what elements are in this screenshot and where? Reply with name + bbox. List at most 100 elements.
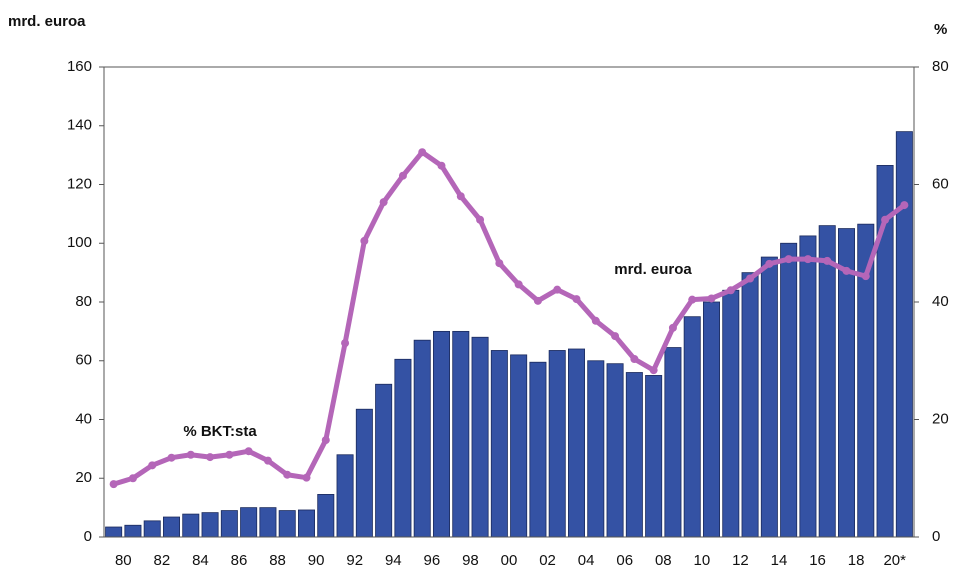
line-point (186, 450, 195, 459)
y2-axis-title: % (934, 21, 947, 38)
bar (355, 408, 373, 538)
bar (336, 454, 354, 538)
x-tick-label: 80 (115, 552, 132, 569)
y-tick-label: 40 (75, 410, 92, 427)
line-point (881, 215, 890, 224)
x-tick-label: 82 (154, 552, 171, 569)
x-tick-label: 96 (424, 552, 441, 569)
bar (452, 330, 470, 538)
line-point (321, 436, 330, 445)
line-point (341, 339, 350, 348)
line-point (225, 450, 234, 459)
line-point (283, 470, 292, 479)
line-point (418, 148, 427, 157)
x-tick-label: 12 (732, 552, 749, 569)
y-tick-label: 0 (84, 528, 92, 545)
y2-tick-label: 80 (932, 58, 949, 75)
x-tick-label: 84 (192, 552, 209, 569)
x-tick-label: 08 (655, 552, 672, 569)
x-tick-label: 18 (848, 552, 865, 569)
line-point (803, 255, 812, 264)
line-point (398, 171, 407, 180)
line-point (572, 295, 581, 304)
x-tick-label: 02 (539, 552, 556, 569)
line-point (360, 236, 369, 245)
line-point (302, 473, 311, 482)
bar (818, 225, 836, 538)
bar (317, 494, 335, 538)
y2-tick-label: 40 (932, 293, 949, 310)
line-point (746, 274, 755, 283)
bar (105, 526, 123, 538)
bar (587, 360, 605, 538)
line-point (553, 285, 562, 294)
line-point (109, 480, 118, 489)
bar (722, 289, 740, 538)
bar (201, 512, 219, 538)
line-point (784, 255, 793, 264)
line-point (167, 453, 176, 462)
bar (432, 330, 450, 538)
line-point (533, 296, 542, 305)
bar (182, 513, 200, 538)
bar (278, 510, 296, 538)
bar (568, 348, 586, 538)
bar (471, 336, 489, 538)
y-tick-label: 80 (75, 293, 92, 310)
line-point (668, 323, 677, 332)
line-point (861, 272, 870, 281)
line-point (726, 286, 735, 295)
line-point (823, 256, 832, 265)
x-tick-label: 94 (385, 552, 402, 569)
bar (741, 272, 759, 538)
x-tick-label: 20* (883, 552, 906, 569)
bar (510, 354, 528, 538)
line-point (456, 192, 465, 201)
bar (625, 372, 643, 538)
line-point (476, 215, 485, 224)
line-point (379, 198, 388, 207)
line-point (206, 453, 215, 462)
x-tick-label: 04 (578, 552, 595, 569)
bar (143, 520, 161, 538)
x-tick-label: 88 (269, 552, 286, 569)
bar (606, 363, 624, 538)
line-point (128, 474, 137, 483)
y2-tick-label: 0 (932, 528, 940, 545)
bar (297, 509, 315, 538)
bar (394, 358, 412, 538)
bar (375, 383, 393, 538)
y-tick-label: 60 (75, 352, 92, 369)
line-point (263, 456, 272, 465)
bar (259, 507, 277, 538)
y-tick-label: 140 (67, 117, 92, 134)
line-point (900, 201, 909, 210)
x-tick-label: 16 (809, 552, 826, 569)
line-point (148, 461, 157, 470)
line-point (495, 259, 504, 268)
line-point (630, 354, 639, 363)
line-point (611, 332, 620, 341)
y-tick-label: 160 (67, 58, 92, 75)
line-point (688, 295, 697, 304)
bar (162, 516, 180, 538)
bar (548, 350, 566, 538)
line-point (244, 447, 253, 456)
line-point (707, 294, 716, 303)
line-point (514, 280, 523, 289)
line-point (765, 259, 774, 268)
bar (240, 507, 258, 538)
bar (703, 301, 721, 538)
bar (645, 375, 663, 538)
bar (220, 510, 238, 538)
bar (124, 524, 142, 538)
bar (413, 339, 431, 538)
x-tick-label: 98 (462, 552, 479, 569)
y2-tick-label: 20 (932, 410, 949, 427)
y-axis-title: mrd. euroa (8, 13, 86, 30)
x-tick-label: 06 (616, 552, 633, 569)
bar (895, 131, 913, 538)
y2-tick-label: 60 (932, 175, 949, 192)
y-tick-label: 20 (75, 469, 92, 486)
line-point (842, 266, 851, 275)
